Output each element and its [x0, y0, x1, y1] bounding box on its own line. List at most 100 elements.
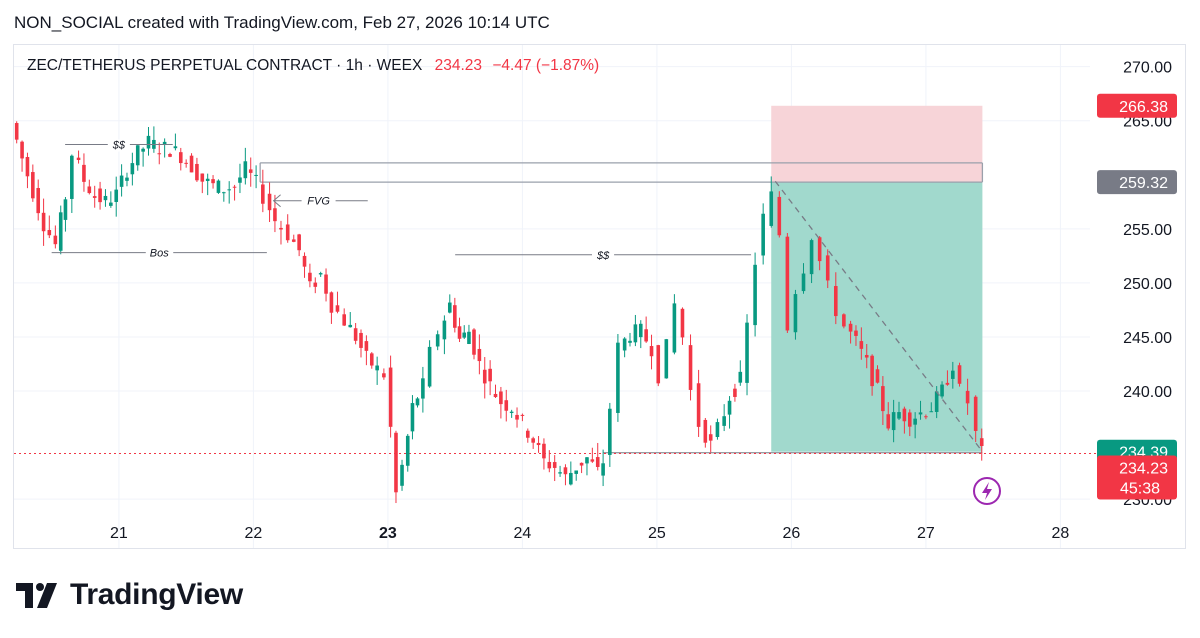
chart-attribution: NON_SOCIAL created with TradingView.com,…	[14, 13, 550, 32]
candle-body	[622, 338, 627, 351]
candle-body	[633, 324, 638, 343]
candle-body	[585, 457, 589, 464]
candle-body	[902, 408, 907, 422]
stop-loss-zone	[771, 105, 983, 183]
candle-body	[335, 305, 340, 312]
candle-body	[273, 208, 277, 222]
annotation-label: Bos	[150, 248, 169, 260]
tradingview-brand[interactable]: TradingView	[16, 578, 243, 612]
candle-body	[628, 340, 632, 343]
candle-body	[53, 235, 58, 245]
candle-body	[173, 146, 178, 149]
candle-body	[753, 264, 757, 326]
candle-body	[162, 141, 167, 145]
candle-body	[493, 393, 498, 398]
candle-body	[157, 153, 162, 155]
x-tick-label: 23	[379, 525, 397, 542]
candle-body	[20, 141, 24, 159]
grid	[14, 45, 1090, 548]
candle-body	[329, 292, 334, 313]
price-label-text: 259.32	[1119, 175, 1168, 192]
candle-body	[951, 370, 955, 379]
candle-body	[891, 412, 896, 431]
candle-body	[200, 173, 205, 182]
candle-body	[297, 234, 301, 251]
candle-body	[542, 443, 546, 459]
time-axis: 21 22 23 24 25 26 27 28	[110, 525, 1069, 542]
candle-body	[488, 368, 492, 382]
candle-body	[261, 184, 265, 204]
trend-line	[774, 180, 983, 452]
candle-body	[688, 345, 693, 390]
candle-body	[205, 178, 210, 182]
candle-body	[536, 442, 541, 446]
tradingview-logo-icon	[16, 583, 57, 608]
fvg-arrowhead	[272, 194, 281, 208]
bolt-glyph	[982, 482, 992, 500]
x-tick-label: 21	[110, 525, 128, 542]
candle-body	[520, 414, 525, 416]
candle-body	[579, 462, 584, 466]
candle-body	[929, 411, 934, 413]
y-tick-label: 250.00	[1123, 276, 1172, 293]
candle-body	[189, 155, 194, 173]
candle-body	[279, 227, 283, 230]
candle-body	[934, 391, 939, 412]
candle-body	[462, 332, 467, 338]
y-tick-label: 265.00	[1123, 114, 1172, 131]
y-tick-label: 255.00	[1123, 222, 1172, 239]
candle-body	[979, 438, 984, 446]
candle-body	[761, 213, 765, 256]
candle-body	[738, 371, 743, 383]
candle-body	[696, 383, 701, 427]
candle-body	[125, 177, 129, 181]
candle-body	[405, 435, 410, 466]
candle-body	[864, 354, 869, 358]
y-tick-label: 240.00	[1123, 384, 1172, 401]
candle-body	[881, 386, 885, 412]
symbol-name: ZEC/TETHERUS PERPETUAL CONTRACT · 1h · W…	[27, 57, 423, 74]
candle-body	[499, 391, 503, 405]
lightning-bolt-icon[interactable]	[973, 477, 1001, 505]
candle-body	[427, 346, 432, 387]
x-tick-label: 28	[1052, 525, 1070, 542]
candle-body	[515, 414, 519, 420]
candle-body	[308, 272, 312, 282]
candle-body	[291, 239, 296, 242]
candle-body	[388, 367, 393, 427]
candle-body	[601, 463, 605, 476]
annotation-label-bg	[107, 139, 130, 152]
candle-body	[745, 322, 749, 383]
candle-body	[457, 326, 462, 339]
candle-body	[453, 305, 457, 328]
candle-body	[141, 148, 145, 152]
symbol-legend: ZEC/TETHERUS PERPETUAL CONTRACT · 1h · W…	[27, 57, 599, 75]
candle-body	[616, 342, 620, 413]
candle-body	[435, 334, 440, 347]
candle-body	[103, 195, 108, 201]
candle-body	[680, 308, 685, 338]
candle-body	[195, 163, 199, 181]
candle-body	[574, 470, 579, 474]
price-label-text: 266.38	[1119, 99, 1168, 116]
price-label-box	[1097, 455, 1177, 500]
candle-body	[98, 188, 102, 203]
candle-body	[267, 193, 272, 211]
candle-body	[342, 314, 346, 326]
annotation-label: $$	[112, 139, 126, 151]
candle-body	[248, 169, 253, 173]
candle-body	[47, 229, 52, 236]
candle-body	[590, 459, 595, 462]
candle-body	[467, 331, 471, 345]
candle-body	[727, 400, 732, 415]
price-change: −4.47 (−1.87%)	[492, 57, 600, 74]
candle-body	[25, 156, 30, 177]
candle-body	[848, 323, 853, 332]
candle-body	[119, 175, 124, 187]
candle-body	[608, 408, 612, 455]
candle-body	[638, 323, 643, 338]
candle-body	[36, 188, 41, 214]
candle-body	[793, 294, 798, 333]
x-tick-label: 22	[245, 525, 263, 542]
